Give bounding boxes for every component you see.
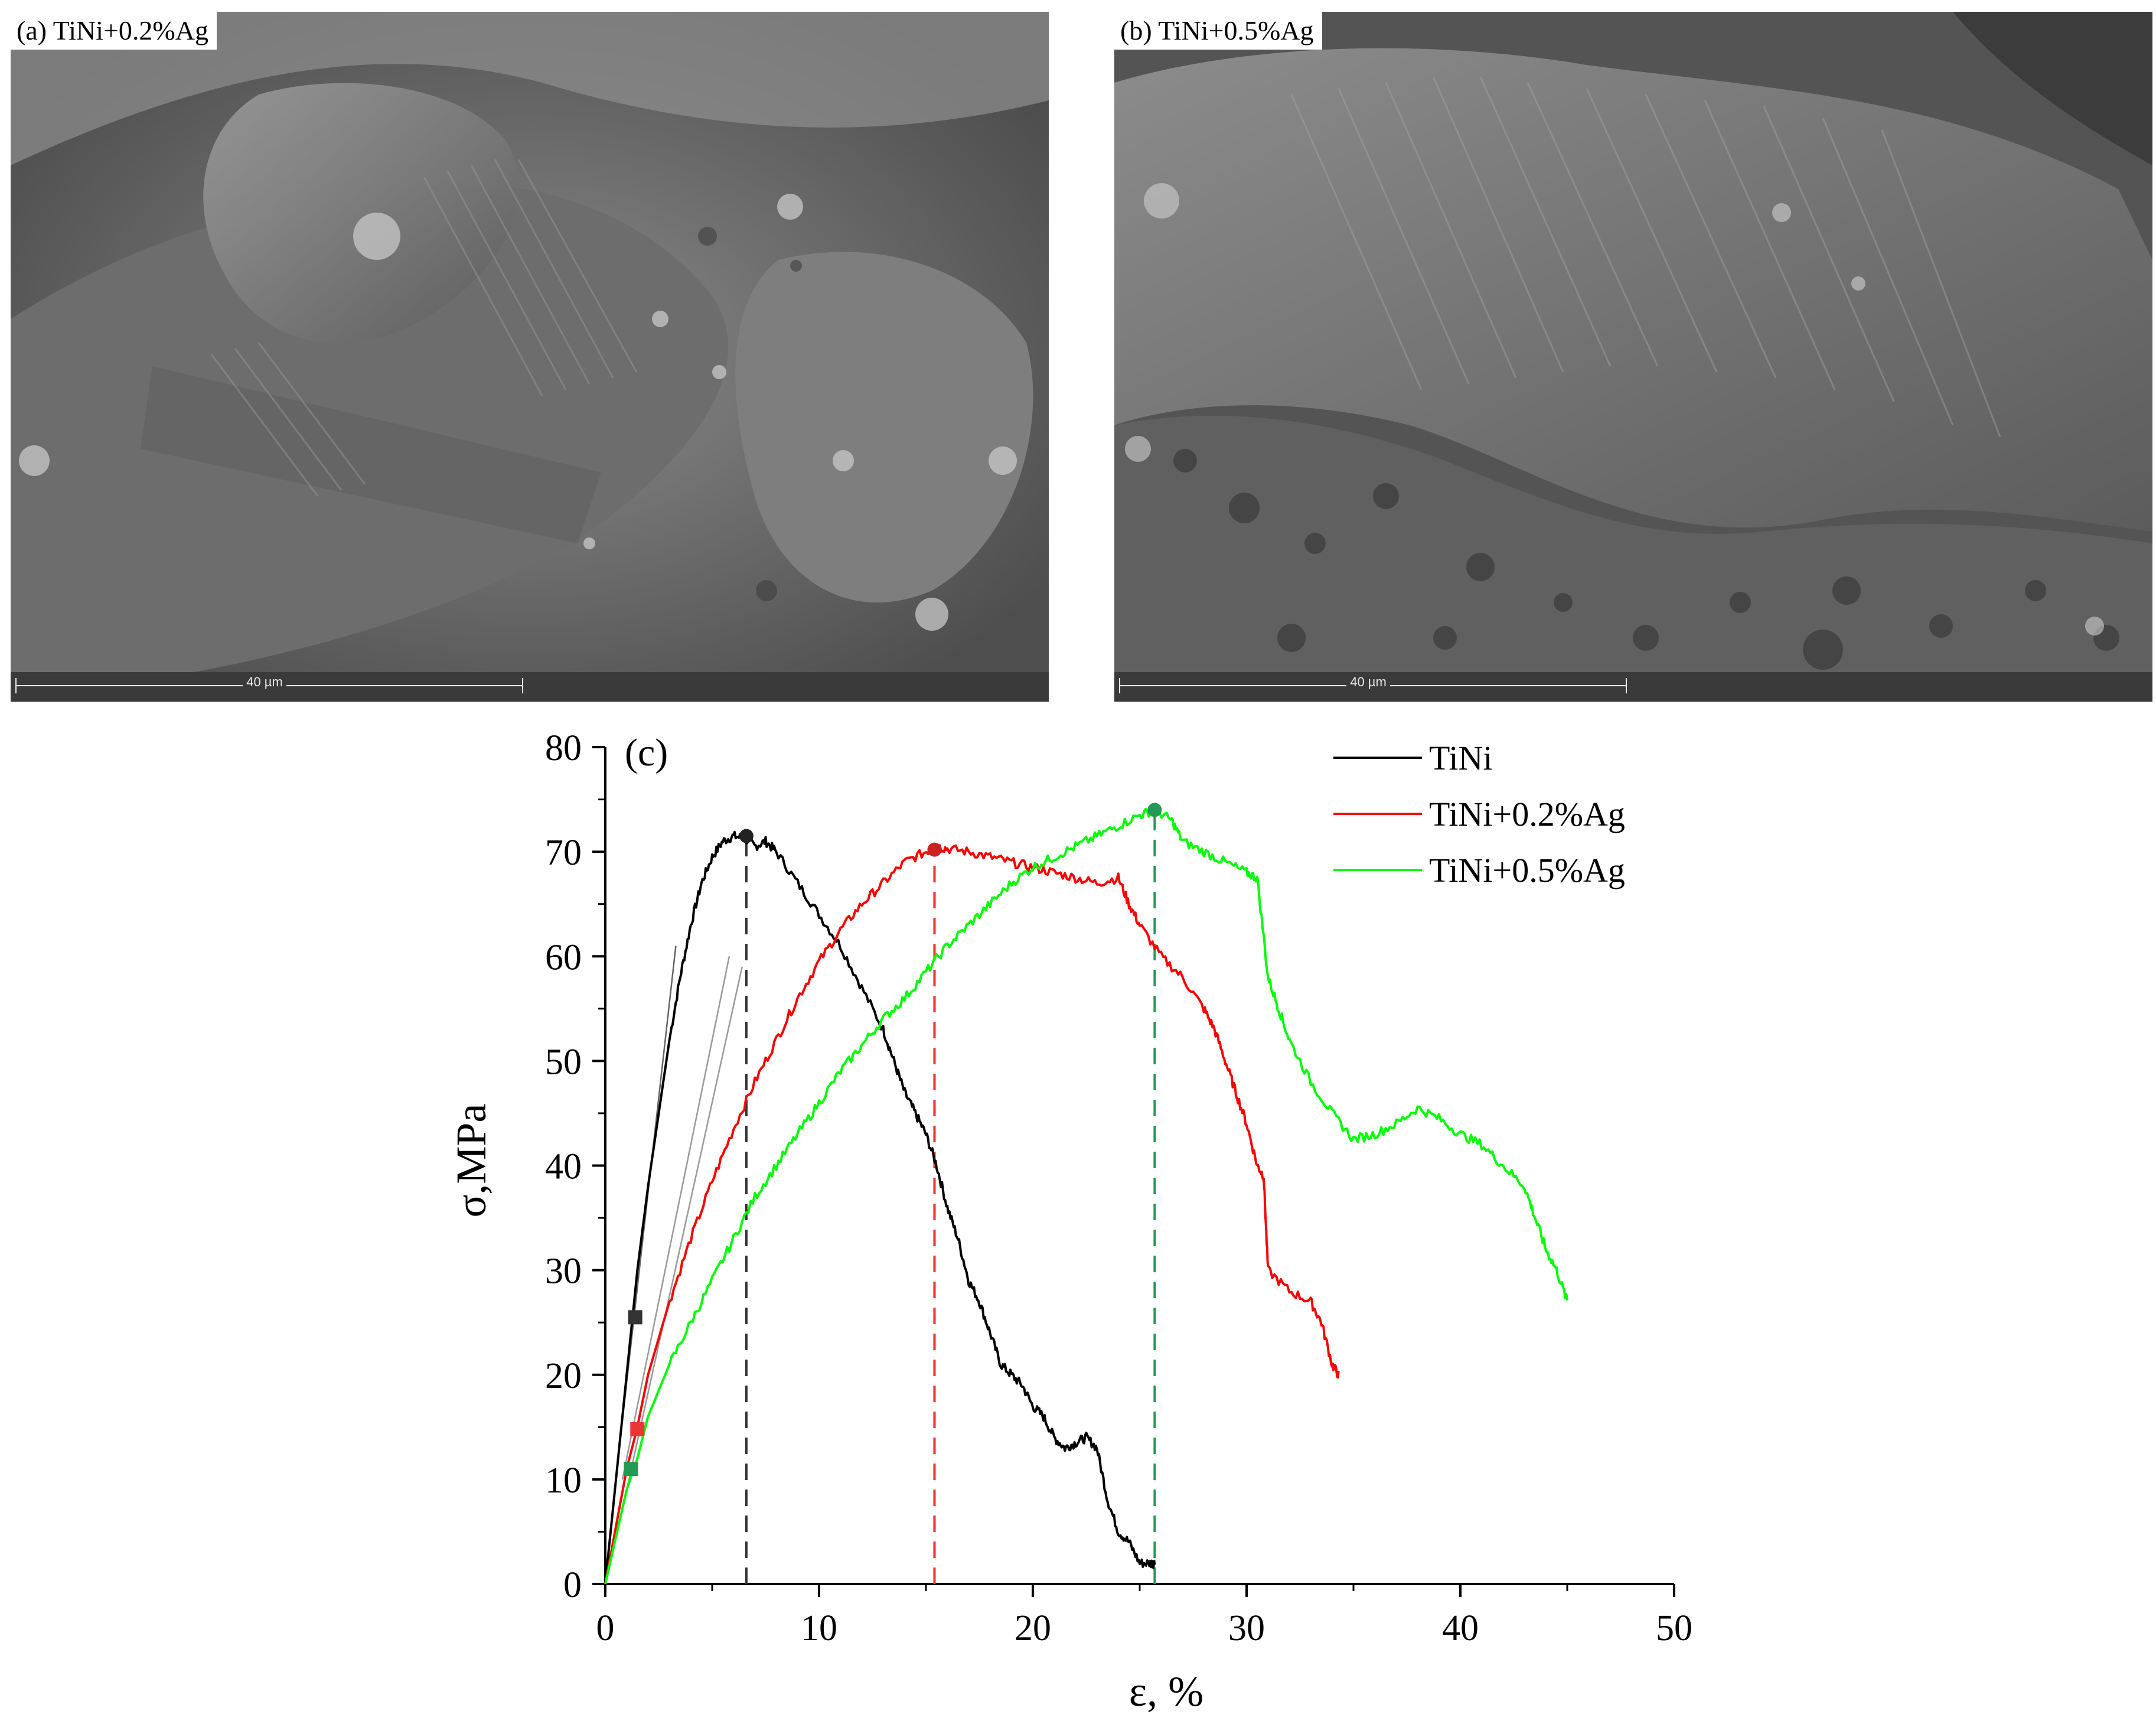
y-tick-label: 50 [545, 1042, 582, 1082]
legend-label: TiNi+0.5%Ag [1429, 851, 1625, 889]
axes: 0 10 20 30 40 50 0 10 20 30 40 50 60 70 80 [545, 728, 1692, 1648]
y-tick-label: 60 [545, 937, 582, 977]
x-tick-label: 40 [1442, 1608, 1479, 1648]
tangent-line-2 [625, 966, 743, 1490]
peak-marker-5 [1147, 803, 1162, 817]
square-marker-0 [628, 1310, 642, 1325]
y-tick-label: 30 [545, 1252, 582, 1292]
panel-c-label: (c) [625, 731, 668, 774]
scale-bar-label: 40 µm [243, 674, 286, 689]
series-line-tini-0-2-ag [604, 844, 1340, 1585]
square-marker-2 [624, 1462, 638, 1477]
x-tick-label: 30 [1228, 1608, 1265, 1648]
y-tick-label: 0 [563, 1565, 582, 1605]
scale-bar-strip: 40 µm [1114, 672, 2152, 702]
legend-label: TiNi+0.2%Ag [1429, 795, 1625, 833]
peak-marker-4 [927, 842, 942, 857]
y-axis-label: σ,MPa [448, 1104, 495, 1218]
sem-image-b: (b) TiNi+0.5%Ag 40 µm [1114, 12, 2152, 702]
x-tick-label: 0 [596, 1608, 615, 1648]
y-tick-label: 40 [545, 1147, 582, 1187]
panel-b-label: (b) TiNi+0.5%Ag [1114, 12, 1322, 50]
tangent-line-0 [617, 946, 677, 1459]
peak-marker-3 [739, 829, 754, 843]
series-line-tini-0-5-ag [604, 807, 1568, 1585]
legend-label: TiNi [1429, 739, 1493, 777]
x-tick-label: 10 [801, 1608, 837, 1648]
panel-a-label: (a) TiNi+0.2%Ag [11, 12, 217, 50]
y-tick-label: 20 [545, 1356, 582, 1396]
square-marker-1 [630, 1422, 645, 1436]
x-axis-label: ε, % [1129, 1668, 1203, 1715]
y-tick-label: 80 [545, 728, 582, 768]
x-tick-label: 50 [1656, 1608, 1692, 1648]
legend: TiNi TiNi+0.2%Ag TiNi+0.5%Ag [1333, 739, 1625, 889]
sem-texture-b [1114, 12, 2152, 702]
y-tick-label: 10 [545, 1461, 582, 1501]
sem-image-a: (a) TiNi+0.2%Ag 40 µm [11, 12, 1049, 702]
sem-texture-a [11, 12, 1049, 702]
x-tick-label: 20 [1015, 1608, 1051, 1648]
y-tick-label: 70 [545, 833, 582, 873]
scale-bar-label: 40 µm [1346, 674, 1390, 689]
series-line-tini [604, 830, 1156, 1585]
scale-bar-strip: 40 µm [11, 672, 1049, 702]
tangent-line-1 [621, 956, 730, 1480]
